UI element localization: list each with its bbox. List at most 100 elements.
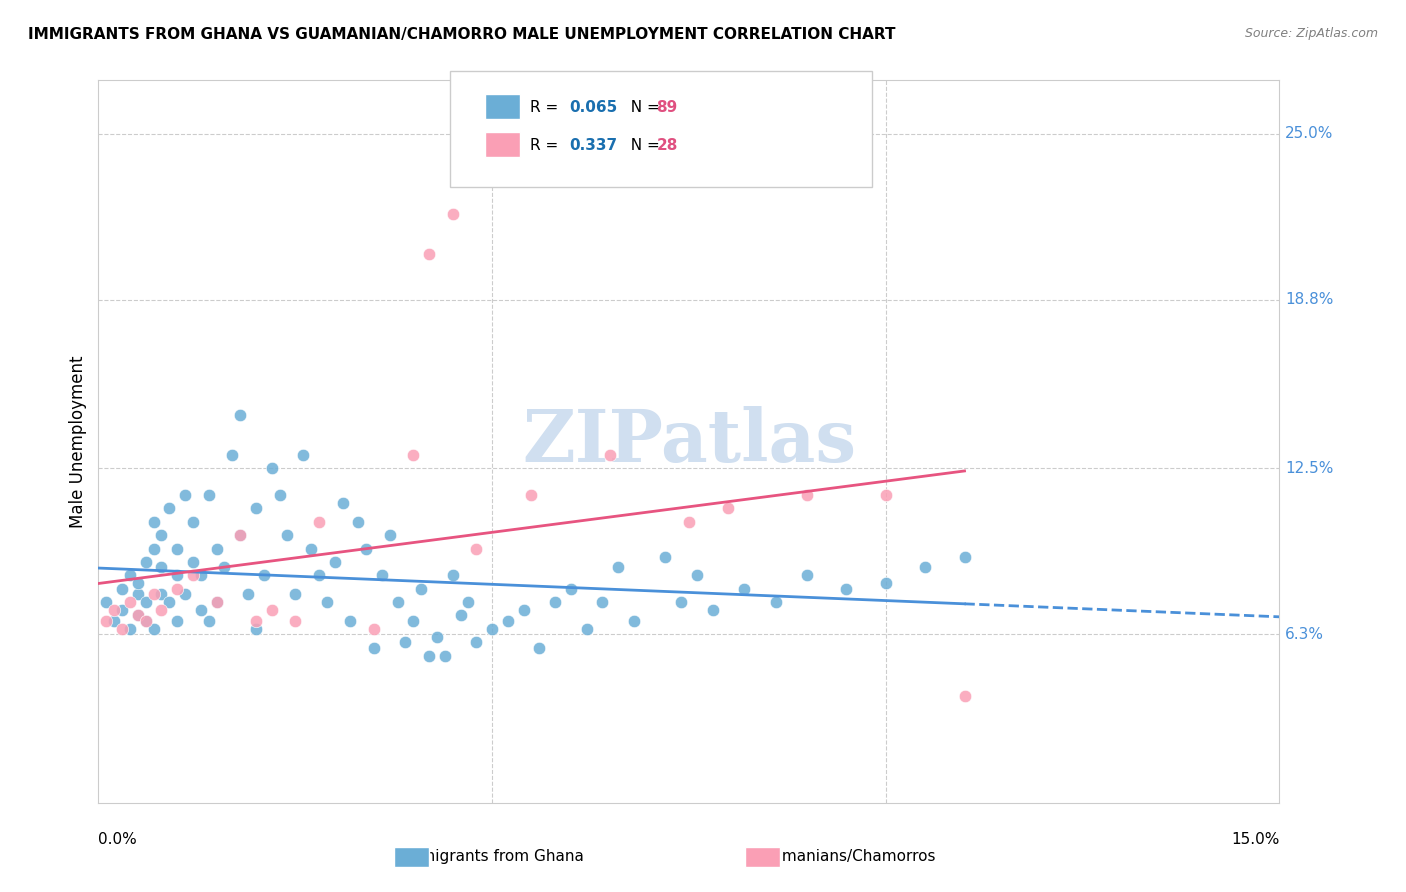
- Text: Immigrants from Ghana: Immigrants from Ghana: [401, 849, 583, 863]
- Point: [197, 614, 219, 628]
- Text: 15.0%: 15.0%: [1232, 831, 1279, 847]
- Point: [150, 560, 173, 574]
- Point: [111, 582, 134, 596]
- Point: [544, 595, 567, 609]
- Text: 0.0%: 0.0%: [98, 831, 138, 847]
- Point: [142, 515, 165, 529]
- Point: [150, 528, 173, 542]
- Point: [205, 595, 228, 609]
- Text: 18.8%: 18.8%: [1285, 293, 1334, 307]
- Point: [166, 582, 188, 596]
- Point: [127, 608, 149, 623]
- Point: [512, 603, 534, 617]
- Point: [411, 582, 433, 596]
- Point: [607, 560, 630, 574]
- Point: [654, 549, 676, 564]
- Text: R =: R =: [530, 138, 564, 153]
- Point: [450, 608, 472, 623]
- Text: N =: N =: [621, 138, 665, 153]
- Point: [103, 603, 125, 617]
- Point: [387, 595, 409, 609]
- Point: [875, 488, 897, 502]
- Text: 89: 89: [657, 100, 678, 114]
- Point: [142, 587, 165, 601]
- Point: [765, 595, 787, 609]
- Point: [371, 568, 394, 582]
- Point: [796, 568, 818, 582]
- Point: [174, 587, 197, 601]
- Point: [181, 568, 204, 582]
- Point: [142, 622, 165, 636]
- Point: [135, 595, 157, 609]
- Point: [623, 614, 645, 628]
- Point: [245, 622, 267, 636]
- Point: [717, 501, 740, 516]
- Point: [457, 595, 479, 609]
- Point: [441, 568, 464, 582]
- Point: [529, 640, 551, 655]
- Point: [323, 555, 346, 569]
- Y-axis label: Male Unemployment: Male Unemployment: [69, 355, 87, 528]
- Point: [118, 622, 141, 636]
- Point: [953, 549, 976, 564]
- Point: [378, 528, 401, 542]
- Point: [214, 560, 236, 574]
- Point: [260, 603, 283, 617]
- Text: R =: R =: [530, 100, 564, 114]
- Point: [221, 448, 243, 462]
- Point: [465, 541, 488, 556]
- Point: [111, 622, 134, 636]
- Point: [96, 595, 118, 609]
- Point: [127, 576, 149, 591]
- Point: [135, 555, 157, 569]
- Text: 6.3%: 6.3%: [1285, 627, 1324, 641]
- Point: [402, 614, 425, 628]
- Point: [260, 461, 283, 475]
- Point: [599, 448, 621, 462]
- Point: [157, 501, 180, 516]
- Point: [560, 582, 582, 596]
- Point: [332, 496, 354, 510]
- Point: [402, 448, 425, 462]
- Point: [347, 515, 370, 529]
- Text: Guamanians/Chamorros: Guamanians/Chamorros: [751, 849, 936, 863]
- Point: [308, 515, 330, 529]
- Point: [96, 614, 118, 628]
- Point: [205, 595, 228, 609]
- Point: [733, 582, 755, 596]
- Point: [181, 555, 204, 569]
- Point: [253, 568, 276, 582]
- Point: [229, 408, 252, 422]
- Text: 0.065: 0.065: [569, 100, 617, 114]
- Point: [575, 622, 598, 636]
- Point: [363, 640, 385, 655]
- Point: [702, 603, 724, 617]
- Point: [299, 541, 322, 556]
- Point: [229, 528, 252, 542]
- Point: [292, 448, 315, 462]
- Text: 28: 28: [657, 138, 678, 153]
- Point: [284, 587, 307, 601]
- Point: [150, 587, 173, 601]
- Point: [339, 614, 361, 628]
- Point: [914, 560, 936, 574]
- Text: ZIPatlas: ZIPatlas: [522, 406, 856, 477]
- Point: [190, 568, 212, 582]
- Point: [269, 488, 291, 502]
- Point: [174, 488, 197, 502]
- Point: [354, 541, 377, 556]
- Point: [363, 622, 385, 636]
- Point: [135, 614, 157, 628]
- Point: [276, 528, 298, 542]
- Point: [433, 648, 456, 663]
- Point: [166, 568, 188, 582]
- Point: [875, 576, 897, 591]
- Point: [236, 587, 259, 601]
- Text: IMMIGRANTS FROM GHANA VS GUAMANIAN/CHAMORRO MALE UNEMPLOYMENT CORRELATION CHART: IMMIGRANTS FROM GHANA VS GUAMANIAN/CHAMO…: [28, 27, 896, 42]
- Text: 25.0%: 25.0%: [1285, 127, 1334, 141]
- Point: [245, 614, 267, 628]
- Point: [835, 582, 858, 596]
- Point: [157, 595, 180, 609]
- Point: [135, 614, 157, 628]
- Point: [197, 488, 219, 502]
